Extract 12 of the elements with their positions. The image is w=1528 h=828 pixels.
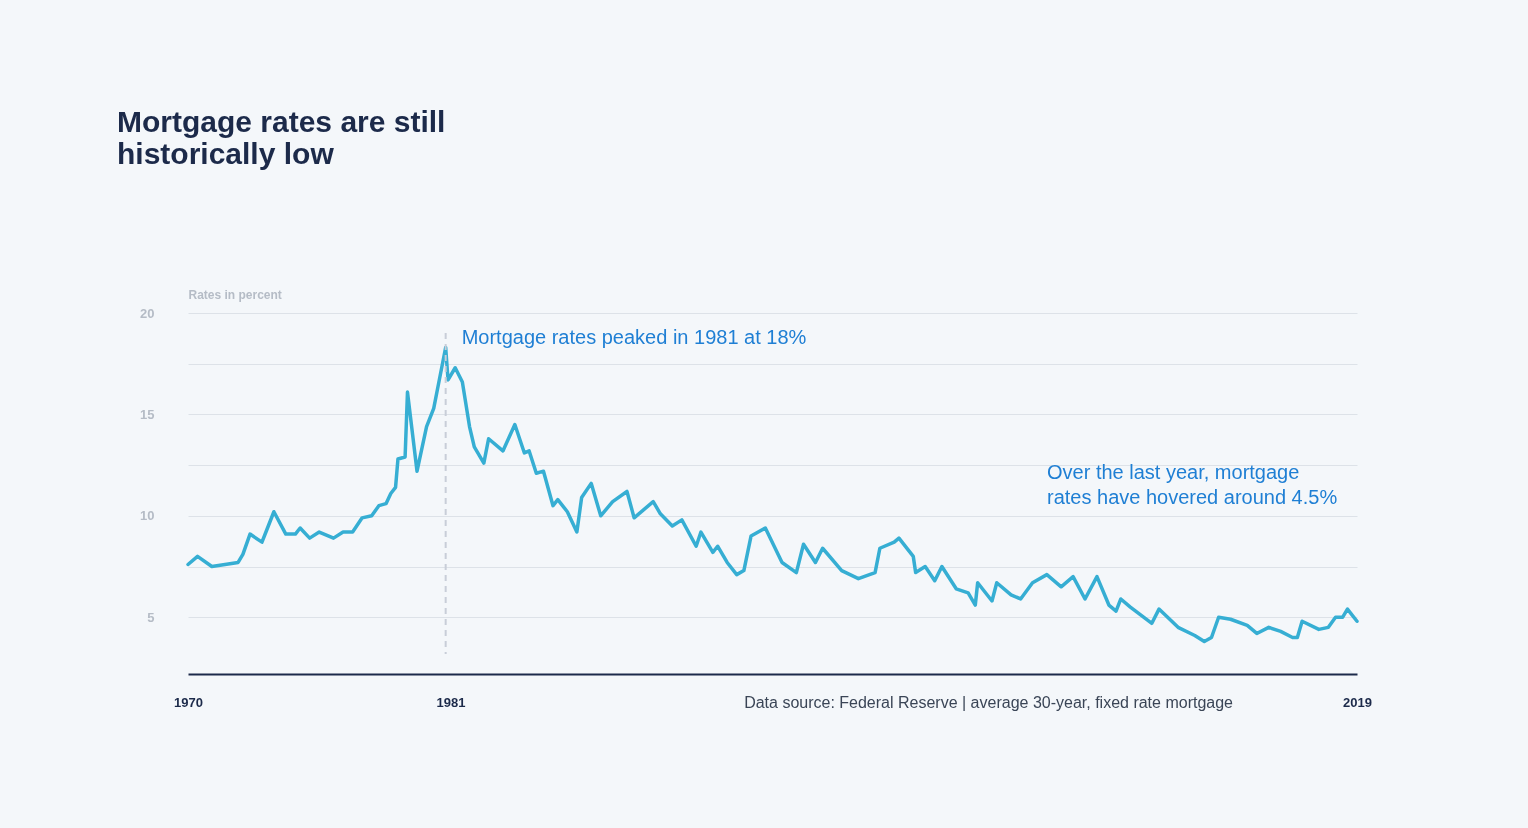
x-tick-label: 2019 xyxy=(1343,694,1372,710)
x-tick-label: 1970 xyxy=(174,694,203,710)
chart-title: Mortgage rates are still historically low xyxy=(117,105,446,170)
y-tick-label: 5 xyxy=(147,609,155,625)
annotation: Mortgage rates peaked in 1981 at 18% xyxy=(461,326,807,349)
annotation: Over the last year, mortgage rates have hovered around 4.5% xyxy=(1047,461,1338,508)
y-tick-label: 10 xyxy=(140,508,155,524)
y-tick-label: 20 xyxy=(140,305,155,321)
y-axis-title: Rates in percent xyxy=(188,287,282,302)
source-note: Data source: Federal Reserve | average 30-year, fixed rate mortgage xyxy=(744,694,1234,711)
y-tick-label: 15 xyxy=(140,406,155,422)
x-tick-label: 1981 xyxy=(436,694,466,710)
